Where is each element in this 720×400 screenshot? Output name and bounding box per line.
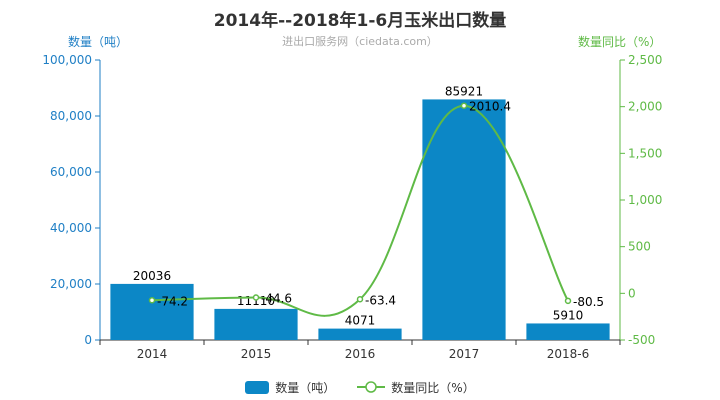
legend-label-yoy: 数量同比（%） xyxy=(391,380,475,395)
right-axis-tick-label: 1,000 xyxy=(628,193,662,207)
chart-subtitle: 进出口服务网（ciedata.com） xyxy=(282,35,438,48)
legend-label-quantity: 数量（吨） xyxy=(275,380,336,395)
x-axis-tick-label: 2014 xyxy=(137,347,168,361)
yoy-data-label: -63.4 xyxy=(365,293,396,307)
chart-title: 2014年--2018年1-6月玉米出口数量 xyxy=(213,11,507,31)
bar xyxy=(110,283,194,340)
right-axis-tick-label: 0 xyxy=(628,286,636,300)
bar xyxy=(526,323,610,340)
legend-bar-swatch xyxy=(245,380,270,394)
yoy-data-label: -80.5 xyxy=(573,295,604,309)
x-axis-tick-label: 2018-6 xyxy=(547,347,590,361)
right-axis-tick-label: 1,500 xyxy=(628,146,662,160)
yoy-point xyxy=(564,297,572,305)
yoy-point xyxy=(460,102,468,109)
x-axis-tick-label: 2017 xyxy=(449,347,480,361)
legend-line-swatch xyxy=(357,381,386,393)
yoy-line xyxy=(151,104,569,317)
left-axis-tick-label: 20,000 xyxy=(50,277,92,291)
left-axis-tick-label: 40,000 xyxy=(50,221,92,235)
yoy-data-label: -44.6 xyxy=(261,291,292,305)
legend-item-yoy[interactable]: 数量同比（%） xyxy=(357,379,475,396)
left-axis-tick-label: 80,000 xyxy=(50,109,92,123)
right-axis-label: 数量同比（%） xyxy=(578,35,662,49)
bar-data-label: 20036 xyxy=(133,269,171,283)
right-axis-tick-label: 2,500 xyxy=(628,53,662,67)
legend-item-quantity[interactable]: 数量（吨） xyxy=(245,379,335,396)
yoy-point xyxy=(252,294,260,301)
yoy-data-label: 2010.4 xyxy=(469,100,511,114)
left-axis-label: 数量（吨） xyxy=(68,35,129,49)
right-axis-tick-label: 2,000 xyxy=(628,100,662,114)
left-axis-tick-label: 100,000 xyxy=(42,53,92,67)
yoy-point xyxy=(356,296,364,303)
chart-legend: 数量（吨） 数量同比（%） xyxy=(0,378,720,396)
x-axis-tick-label: 2016 xyxy=(345,347,376,361)
bar-data-label: 85921 xyxy=(445,84,483,98)
bar xyxy=(318,328,402,340)
bar-data-label: 5910 xyxy=(553,308,584,322)
left-axis-tick-label: 60,000 xyxy=(50,165,92,179)
bar xyxy=(422,99,506,340)
right-axis-tick-label: -500 xyxy=(628,333,655,347)
left-axis-tick-label: 0 xyxy=(84,333,92,347)
right-axis-tick-label: 500 xyxy=(628,240,651,254)
yoy-data-label: -74.2 xyxy=(157,294,188,308)
bar-data-label: 4071 xyxy=(345,314,376,328)
bar xyxy=(214,308,298,340)
yoy-point xyxy=(148,297,156,304)
x-axis-tick-label: 2015 xyxy=(241,347,272,361)
